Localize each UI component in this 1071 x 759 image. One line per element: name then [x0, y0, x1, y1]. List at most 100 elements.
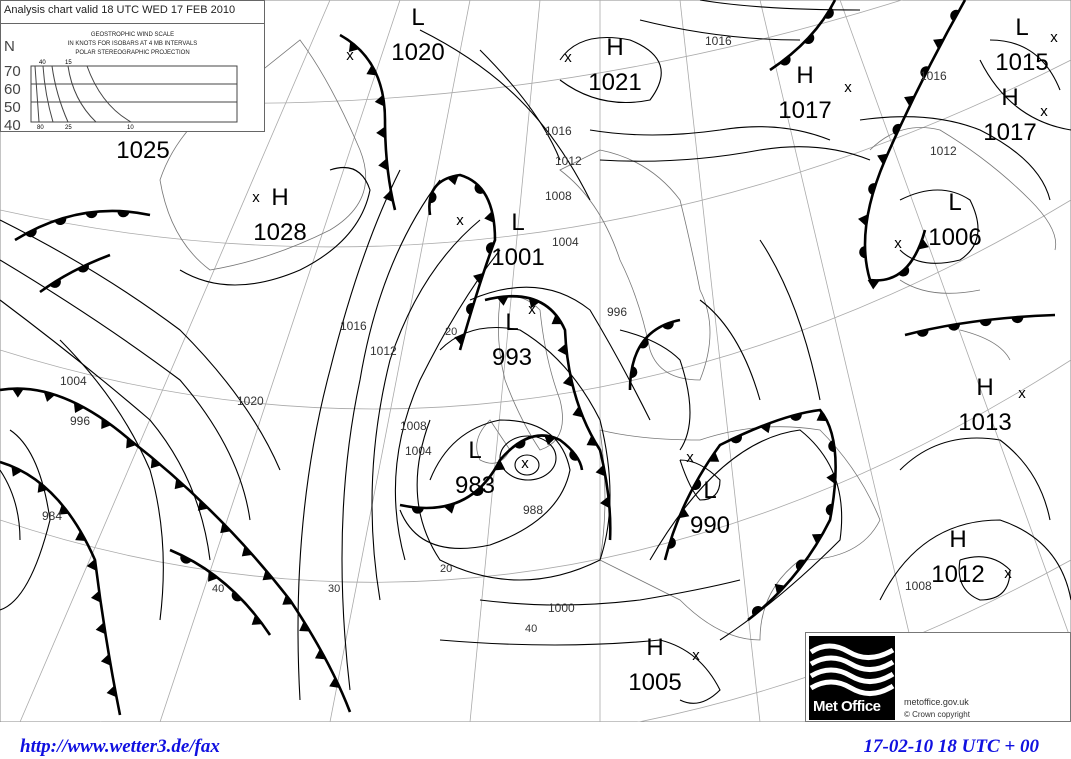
cold-front-marker: [299, 621, 310, 632]
high-symbol: H: [949, 526, 966, 553]
isobar-label: 1004: [552, 235, 579, 249]
centre-cross-icon: x: [894, 235, 902, 252]
cold-front-marker: [774, 583, 786, 595]
cold-front-marker: [918, 238, 929, 250]
low-symbol: L: [511, 209, 524, 236]
cold-front-marker: [528, 297, 540, 309]
cold-front-marker: [572, 406, 583, 418]
copyright: © Crown copyright: [904, 710, 970, 719]
central-pressure: 1001: [491, 244, 544, 271]
warm-front-marker: [49, 278, 61, 288]
isobar-label: 1008: [905, 579, 932, 593]
high-symbol: H: [1001, 84, 1018, 111]
warm-front-marker: [231, 591, 242, 602]
cold-front-marker: [557, 343, 568, 356]
warm-front-marker: [428, 191, 437, 204]
warm-front-marker: [751, 605, 763, 616]
cold-front-marker: [348, 41, 360, 53]
isobar-label: 1016: [545, 124, 572, 138]
warm-front-marker: [859, 246, 866, 259]
fronts: [0, 0, 1056, 716]
cold-front-marker: [454, 333, 465, 346]
cold-front-marker: [816, 410, 828, 422]
cold-front-marker: [544, 435, 556, 446]
cold-front-marker: [86, 558, 97, 571]
high-symbol: H: [796, 62, 813, 89]
valid-time: 17-02-10 18 UTC + 00: [863, 736, 1039, 757]
central-pressure: 1020: [391, 39, 444, 66]
cold-front-marker: [262, 569, 274, 581]
centre-cross-icon: x: [692, 647, 700, 664]
wind-scale-subheading: IN KNOTS FOR ISOBARS AT 4 MB INTERVALS: [67, 41, 198, 47]
cold-front-marker: [43, 391, 56, 402]
central-pressure: 1017: [983, 119, 1036, 146]
centre-cross-icon: x: [456, 212, 464, 229]
lat-label: 40: [4, 117, 21, 133]
cold-front-marker: [251, 614, 263, 625]
central-pressure: 1005: [628, 669, 681, 696]
warm-front-marker: [898, 266, 910, 277]
centre-cross-icon: x: [346, 47, 354, 64]
cold-front-marker: [101, 418, 112, 429]
cold-front-marker: [484, 211, 495, 223]
isobar-label: 988: [523, 503, 543, 517]
site-link[interactable]: metoffice.gov.uk: [904, 697, 969, 707]
central-pressure: 1006: [928, 224, 981, 251]
cold-front-marker: [75, 530, 86, 542]
cold-front-marker: [378, 158, 388, 171]
warm-front-marker: [485, 242, 494, 254]
cold-front-marker: [600, 496, 610, 509]
warm-front-marker: [828, 440, 836, 453]
isobar-label: 1008: [400, 419, 427, 433]
warm-front-marker: [790, 413, 802, 421]
centre-cross-icon: x: [844, 79, 852, 96]
cold-front-marker: [73, 402, 85, 413]
cold-front-marker: [551, 314, 563, 325]
cold-front-marker: [446, 174, 459, 186]
warm-front-marker: [668, 536, 676, 549]
isobar-label: 996: [607, 305, 627, 319]
warm-front-marker: [947, 323, 960, 331]
speed-label: 80: [37, 125, 44, 131]
speed-label: 25: [65, 125, 72, 131]
centre-cross-icon: x: [1004, 565, 1012, 582]
cold-front-marker: [208, 570, 219, 582]
cold-front-marker: [90, 590, 101, 603]
central-pressure: 983: [455, 472, 495, 499]
source-url[interactable]: http://www.wetter3.de/fax: [20, 736, 220, 757]
cold-front-marker: [150, 457, 162, 469]
low-symbol: L: [468, 437, 481, 464]
central-pressure: 1012: [931, 561, 984, 588]
centre-cross-icon: x: [1050, 29, 1058, 46]
cold-front: [0, 460, 122, 716]
central-pressure: 1025: [116, 137, 169, 164]
cold-front-marker: [197, 500, 209, 511]
low-symbol: L: [948, 189, 961, 216]
isobar-label: 1008: [545, 189, 572, 203]
wind-label: 30: [328, 583, 340, 595]
cold-front-marker: [473, 272, 484, 285]
isobar-labels: 1016101610121008100410201016101210081004…: [42, 34, 957, 635]
isobar-label: 1016: [705, 34, 732, 48]
warm-front-marker: [920, 66, 930, 78]
wind-label: 40: [212, 583, 224, 595]
divider: [1, 23, 264, 24]
warm-front-marker: [892, 123, 902, 136]
cold-front-marker: [811, 533, 823, 545]
central-pressure: 1021: [588, 69, 641, 96]
warm-front-marker: [779, 55, 791, 66]
cold-front-marker: [858, 214, 868, 227]
cold-front-marker: [678, 507, 690, 519]
central-pressure: 1017: [778, 97, 831, 124]
lat-label: 60: [4, 81, 21, 98]
lat-axis-label: N: [4, 38, 15, 55]
warm-front-marker: [692, 478, 702, 490]
warm-front-marker: [180, 554, 192, 564]
warm-front-marker: [868, 183, 876, 195]
isobar-label: 1016: [920, 69, 947, 83]
wind-label: 20: [445, 326, 457, 338]
isobar-label: 996: [70, 414, 90, 428]
centre-cross-icon: x: [1040, 103, 1048, 120]
graticule: [0, 0, 1071, 722]
cold-front-marker: [496, 296, 509, 306]
